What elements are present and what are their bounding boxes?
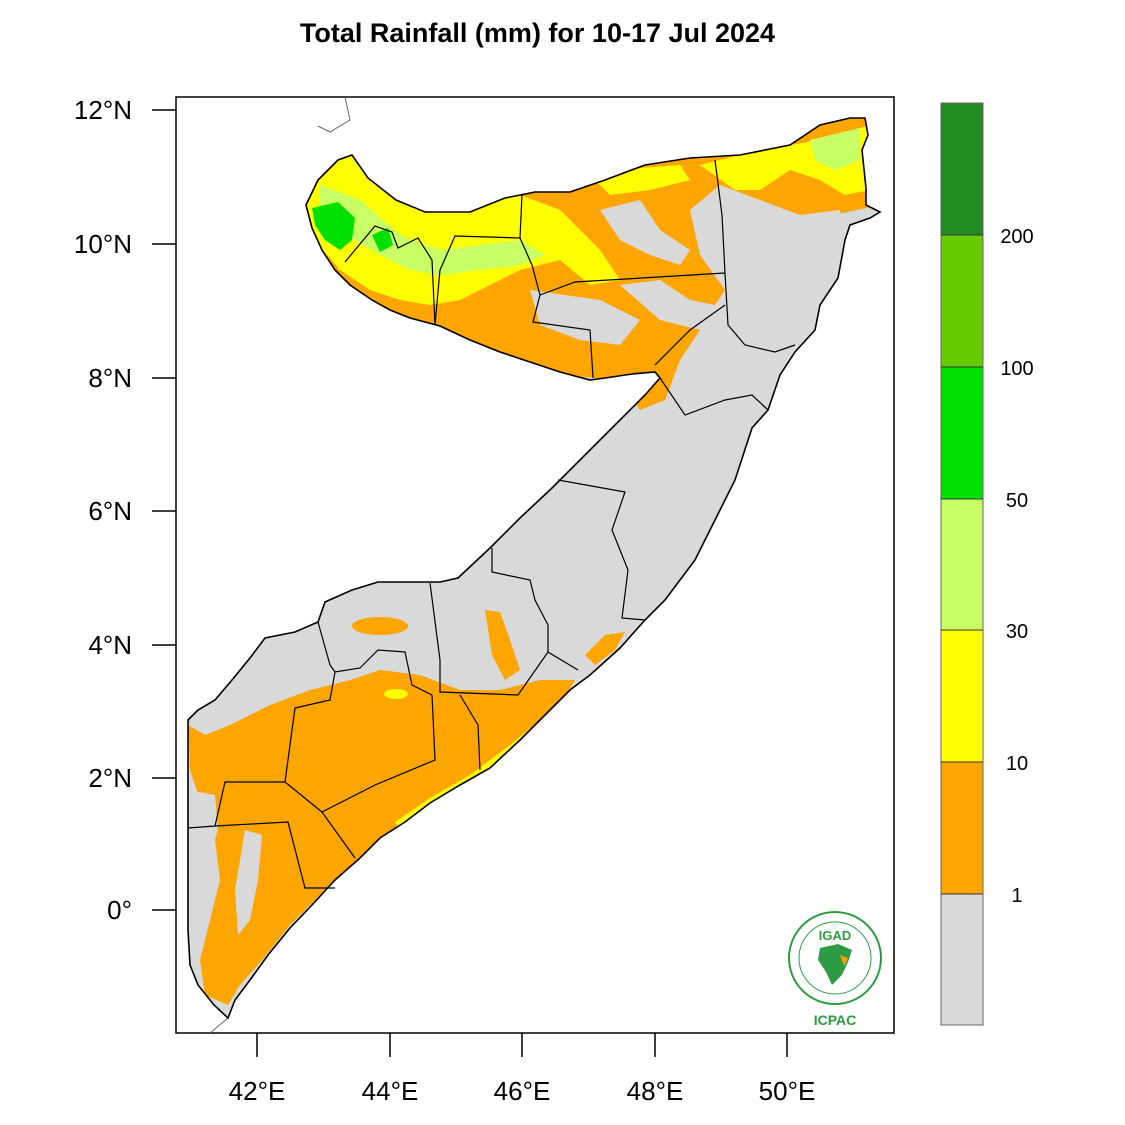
neighbour-border-south	[209, 1017, 229, 1034]
legend-swatch-0-1	[941, 894, 983, 1025]
legend-border	[940, 102, 984, 1026]
no-rain-patch	[600, 200, 690, 265]
legend-swatch-1-10	[941, 762, 983, 894]
legend-swatch-10-30	[941, 630, 983, 762]
legend-label-10: 10	[1006, 753, 1028, 775]
no-rain-patch-east	[728, 200, 845, 345]
lon-axis: 42°E 44°E 46°E 48°E 50°E	[229, 1033, 816, 1106]
legend-label-30: 30	[1006, 621, 1028, 643]
lat-axis: 12°N 10°N 8°N 6°N 4°N 2°N 0°	[74, 95, 176, 925]
igad-icpac-logo: IGAD ICPAC	[788, 911, 882, 1028]
lat-label-4n: 4°N	[88, 630, 132, 660]
legend-swatch-100-200	[941, 235, 983, 367]
legend-swatch-200plus	[941, 103, 983, 235]
lon-label-44e: 44°E	[362, 1076, 419, 1106]
rain-50-100-patch	[372, 228, 393, 252]
admin-boundaries	[187, 159, 796, 889]
rain-patch-east-coast	[585, 632, 625, 665]
lon-label-48e: 48°E	[627, 1076, 684, 1106]
legend-label-100: 100	[1000, 358, 1033, 380]
lon-label-46e: 46°E	[494, 1076, 551, 1106]
rain-10-30-west	[300, 150, 620, 305]
legend-label-1: 1	[1011, 885, 1022, 907]
no-rain-patch-central	[530, 290, 640, 345]
rain-50-100-west	[312, 202, 355, 250]
legend-colorbar: 200 100 50 30 10 1	[940, 102, 1034, 1026]
rain-patch-central-2	[485, 610, 520, 680]
neighbour-border	[317, 96, 351, 133]
lat-label-0: 0°	[107, 895, 132, 925]
lat-label-2n: 2°N	[88, 763, 132, 793]
no-rain-south-west	[188, 790, 218, 960]
no-rain-south-strip	[235, 830, 262, 935]
lon-label-42e: 42°E	[229, 1076, 286, 1106]
legend-label-200: 200	[1000, 226, 1033, 248]
horn-of-africa-icon	[840, 955, 848, 966]
rain-10-30-south-coast	[395, 685, 580, 830]
rain-30-50-west	[320, 185, 545, 275]
rain-patch-central-1	[352, 617, 408, 635]
lat-label-10n: 10°N	[74, 229, 132, 259]
lat-label-6n: 6°N	[88, 496, 132, 526]
legend-swatch-50-100	[941, 367, 983, 499]
logo-igad-text: IGAD	[819, 928, 852, 943]
lat-label-8n: 8°N	[88, 363, 132, 393]
africa-map-icon	[818, 944, 852, 985]
legend-swatch-30-50	[941, 499, 983, 630]
map-title: Total Rainfall (mm) for 10-17 Jul 2024	[299, 18, 776, 48]
logo-icpac-text: ICPAC	[814, 1012, 857, 1028]
legend-label-50: 50	[1006, 490, 1028, 512]
lat-label-12n: 12°N	[74, 95, 132, 125]
rain-10-30-south-patch	[384, 689, 408, 699]
rain-30-50-east	[810, 128, 860, 170]
lon-label-50e: 50°E	[759, 1076, 816, 1106]
